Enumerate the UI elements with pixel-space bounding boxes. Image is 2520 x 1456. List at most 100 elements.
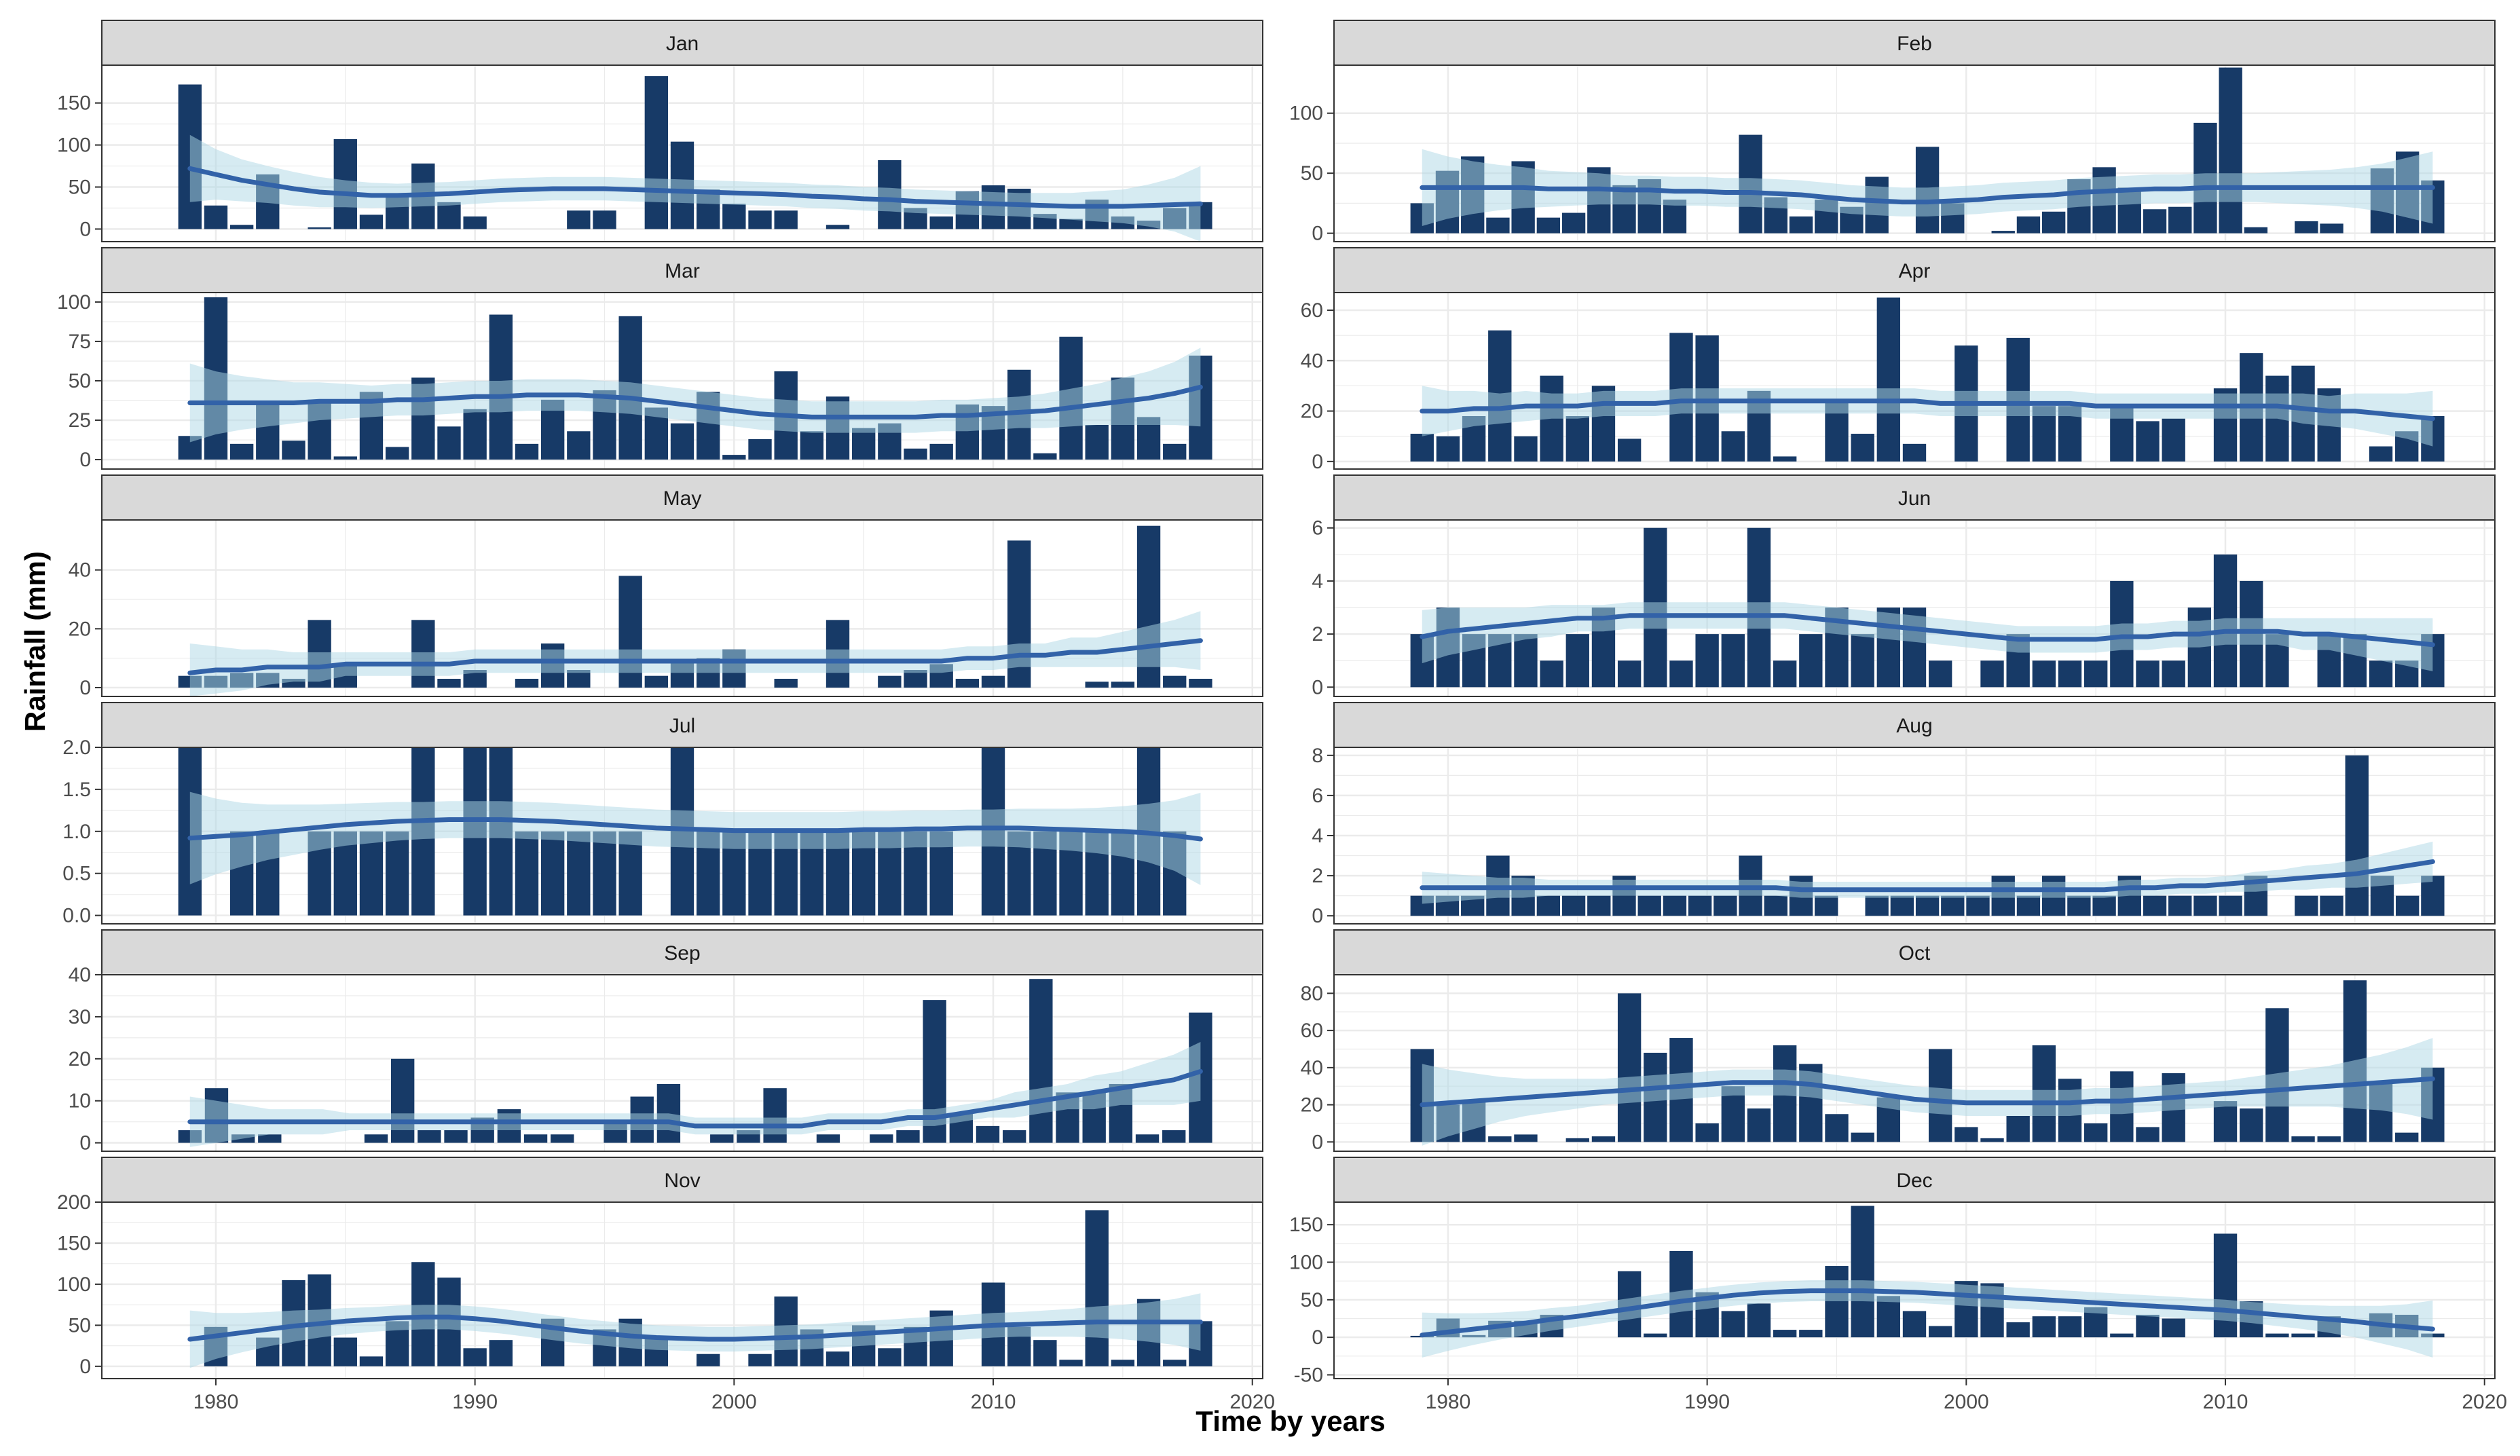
bar-oct [2395,1132,2419,1142]
x-tick-label: 2010 [971,1391,1016,1413]
bar-may [981,675,1005,688]
y-tick-label: 1.0 [62,821,91,843]
confidence-band-nov [189,1293,1201,1368]
y-tick-label: 150 [57,1232,91,1254]
bar-feb [2016,216,2041,234]
y-tick-label: 20 [69,618,91,640]
bar-mar [1163,443,1187,460]
bar-jul [618,831,642,916]
bar-jan [308,227,331,229]
bar-mar [929,443,953,460]
bar-jun [2084,660,2108,688]
strip-label-mar: Mar [665,260,700,282]
bar-nov [878,1348,902,1366]
bar-may [437,679,461,688]
bar-jan [1059,219,1083,229]
x-tick-label: 2000 [1944,1391,1989,1413]
bar-dec [2058,1316,2082,1338]
bar-may [955,679,980,688]
y-tick-label: 0 [1312,905,1323,927]
bar-aug [1815,895,1838,916]
bar-oct [1488,1136,1512,1142]
panel-frame-jun [1333,519,2496,697]
confidence-band-feb [1422,149,2433,226]
bar-sep [444,1130,468,1143]
bar-dec [1799,1330,1823,1338]
y-tick-label: 6 [1312,517,1323,540]
y-tick-label: 0 [1312,1131,1323,1153]
panel-frame-oct [1333,974,2496,1152]
bar-jun [1617,660,1642,688]
x-tick-label: 1980 [1426,1391,1471,1413]
bar-may [774,679,798,688]
bar-aug [1915,895,1940,916]
strip-apr [1333,247,2496,293]
bar-apr [1410,434,1434,462]
bar-dec [1644,1333,1667,1338]
bar-aug [2193,895,2217,916]
bar-mar [437,426,461,460]
bar-nov [1033,1340,1057,1366]
panel-frame-apr [1333,292,2496,470]
x-tick-label: 2000 [711,1391,757,1413]
bar-dec [1825,1266,1849,1338]
bar-aug [1561,895,1586,916]
panel-frame-may [101,519,1263,697]
bar-aug [2067,895,2091,916]
bar-dec [2213,1233,2238,1338]
bar-mar [567,431,591,460]
bar-dec [2162,1318,2185,1338]
bar-feb [1486,217,1510,234]
bar-nov [696,1354,720,1366]
bar-aug [2320,895,2343,916]
bar-aug [1764,895,1787,916]
strip-label-feb: Feb [1897,33,1932,55]
bar-sep [1135,1134,1160,1143]
bar-mar [722,455,746,460]
bar-aug [1587,895,1611,916]
bar-feb [2244,227,2268,234]
bar-jul [359,831,384,916]
y-tick-label: 100 [57,291,91,314]
bar-jun [1514,634,1538,688]
y-tick-label: 50 [69,176,91,199]
y-tick-label: 40 [69,964,91,986]
bar-mar [1033,453,1057,460]
bar-apr [1851,434,1874,462]
bar-sep [816,1134,840,1143]
bar-aug [2092,895,2116,916]
panel-sep: Sep 0 10 20 30 40 [69,929,1263,1155]
bar-jan [929,216,953,229]
bar-mar [385,447,409,460]
panel-jul: Jul 0.0 0.5 1.0 1.5 2.0 [62,702,1263,927]
y-tick-label: 10 [69,1090,91,1113]
bar-aug [1688,895,1712,916]
strip-nov [101,1157,1263,1203]
strip-aug [1333,702,2496,748]
bar-nov [1111,1360,1135,1366]
bar-aug [1890,895,1914,916]
bar-oct [1591,1136,1616,1142]
bar-jul [540,831,565,916]
panel-apr: Apr 0 20 40 60 [1301,247,2496,473]
strip-label-may: May [663,487,702,510]
smooth-line-feb [1420,185,2435,205]
y-tick-label: 20 [69,1048,91,1070]
plot-area-oct [1334,975,2495,1151]
bar-aug [1713,895,1737,916]
y-tick-label: 50 [69,1314,91,1337]
strip-label-dec: Dec [1896,1170,1932,1192]
bar-feb [2219,67,2242,234]
bar-feb [1561,212,1586,234]
bar-mar [1085,425,1109,460]
bar-dec [1747,1303,1771,1338]
bar-feb [2041,211,2066,234]
bar-jun [2136,660,2160,688]
bar-oct [2006,1116,2030,1142]
bar-jan [437,202,461,229]
bar-sep [870,1134,893,1143]
bar-jun [1565,634,1589,688]
bar-apr [2162,418,2185,462]
y-tick-label: 2 [1312,865,1323,887]
bar-nov [1163,1360,1187,1366]
